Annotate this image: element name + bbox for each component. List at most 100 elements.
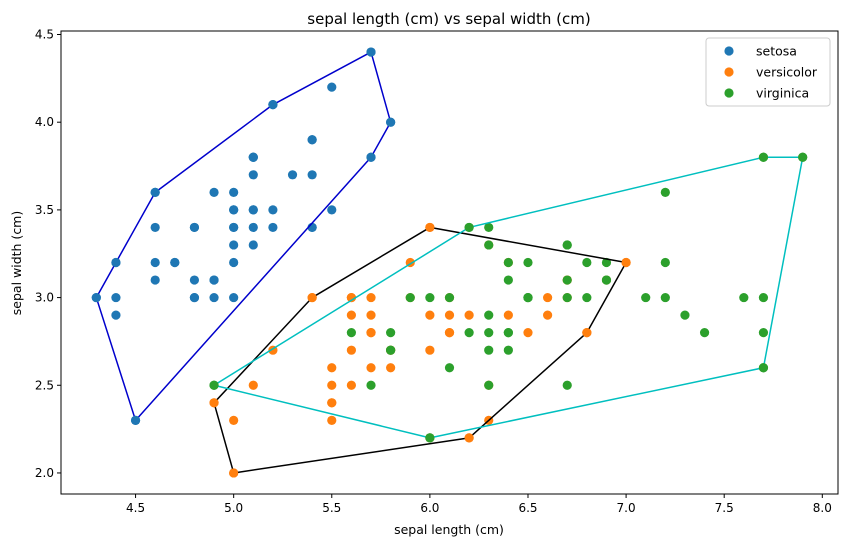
hull-vertex-virginica — [798, 152, 808, 162]
data-point-virginica — [444, 363, 455, 373]
data-point-virginica — [582, 292, 592, 303]
hull-vertex-versicolor — [464, 433, 474, 443]
hull-vertex-setosa — [91, 292, 101, 303]
data-point-setosa — [229, 240, 239, 250]
data-point-versicolor — [346, 292, 356, 303]
hull-vertex-virginica — [209, 380, 219, 390]
data-point-virginica — [699, 328, 710, 338]
y-axis-label: sepal width (cm) — [9, 211, 24, 315]
data-point-versicolor — [248, 380, 258, 390]
data-point-virginica — [758, 328, 769, 338]
data-point-virginica — [405, 292, 415, 303]
data-point-versicolor — [425, 310, 435, 320]
data-point-virginica — [503, 257, 513, 268]
data-point-setosa — [229, 187, 239, 197]
hull-vertex-versicolor — [229, 468, 239, 478]
data-point-virginica — [366, 380, 376, 390]
x-tick-label: 6.0 — [420, 501, 439, 515]
x-tick-label: 7.5 — [715, 501, 734, 515]
data-point-virginica — [641, 292, 651, 303]
data-point-virginica — [484, 240, 494, 250]
x-tick-label: 5.5 — [322, 501, 341, 515]
data-point-setosa — [229, 292, 239, 303]
data-point-virginica — [484, 380, 494, 390]
data-point-virginica — [503, 328, 513, 338]
legend-label-versicolor: versicolor — [756, 65, 818, 80]
data-point-versicolor — [366, 310, 376, 320]
plot-area: 4.5 5.0 5.5 6.0 6.5 7.0 7.5 8.0 2.0 2.5 3.0 3.5 4.0 4… — [35, 28, 839, 515]
data-point-versicolor — [543, 310, 553, 320]
hull-vertex-setosa — [268, 100, 278, 110]
data-point-setosa — [248, 152, 258, 162]
data-point-virginica — [680, 310, 690, 320]
data-point-setosa — [307, 170, 317, 180]
hull-vertex-setosa — [111, 257, 121, 268]
data-point-versicolor — [327, 398, 337, 408]
data-point-setosa — [209, 275, 219, 285]
data-point-setosa — [189, 292, 200, 303]
data-point-setosa — [248, 205, 258, 215]
legend: setosa versicolor virginica — [705, 37, 831, 107]
data-point-virginica — [739, 292, 749, 303]
data-point-versicolor — [346, 380, 356, 390]
hull-vertex-virginica — [758, 152, 769, 162]
data-point-virginica — [562, 240, 572, 250]
legend-marker-virginica — [724, 88, 734, 98]
data-point-setosa — [307, 135, 317, 145]
x-tick-label: 6.5 — [518, 501, 537, 515]
data-point-setosa — [229, 257, 239, 268]
y-tick-label: 4.5 — [35, 28, 54, 42]
data-point-versicolor — [327, 415, 337, 425]
y-tick-label: 2.5 — [35, 378, 54, 392]
data-point-setosa — [248, 170, 258, 180]
y-tick-label: 3.0 — [35, 291, 54, 305]
data-point-setosa — [268, 222, 278, 233]
data-point-versicolor — [503, 310, 513, 320]
data-point-virginica — [523, 292, 533, 303]
data-point-versicolor — [346, 310, 356, 320]
legend-label-setosa: setosa — [756, 44, 797, 59]
chart-title: sepal length (cm) vs sepal width (cm) — [307, 10, 590, 28]
data-point-setosa — [209, 292, 219, 303]
hull-vertex-setosa — [386, 117, 396, 127]
data-point-setosa — [229, 205, 239, 215]
data-point-versicolor — [346, 345, 356, 355]
data-point-versicolor — [366, 328, 376, 338]
data-point-setosa — [150, 222, 160, 233]
data-point-virginica — [523, 257, 533, 268]
data-point-versicolor — [543, 292, 553, 303]
hull-vertex-setosa — [366, 152, 376, 162]
data-point-versicolor — [229, 415, 239, 425]
legend-marker-versicolor — [724, 67, 734, 77]
data-point-virginica — [444, 292, 455, 303]
data-point-virginica — [484, 310, 494, 320]
data-point-virginica — [758, 292, 769, 303]
data-point-virginica — [484, 328, 494, 338]
hull-vertex-setosa — [366, 47, 376, 57]
data-point-versicolor — [444, 328, 455, 338]
data-point-setosa — [287, 170, 298, 180]
data-point-virginica — [601, 275, 612, 285]
data-point-virginica — [562, 292, 572, 303]
data-point-setosa — [111, 310, 121, 320]
y-tick-label: 3.5 — [35, 203, 54, 217]
x-tick-label: 7.0 — [617, 501, 636, 515]
hull-vertex-versicolor — [621, 257, 631, 268]
data-point-versicolor — [464, 310, 474, 320]
data-point-setosa — [150, 275, 160, 285]
data-point-virginica — [582, 257, 592, 268]
x-tick-label: 4.5 — [126, 501, 145, 515]
hull-vertex-virginica — [464, 222, 474, 233]
hull-vertex-versicolor — [582, 328, 592, 338]
data-point-setosa — [209, 187, 219, 197]
data-point-virginica — [346, 328, 356, 338]
data-point-virginica — [503, 275, 513, 285]
data-point-versicolor — [523, 328, 533, 338]
hull-vertex-versicolor — [209, 398, 219, 408]
data-point-virginica — [660, 257, 670, 268]
data-point-setosa — [327, 82, 337, 92]
data-point-virginica — [386, 328, 396, 338]
data-point-setosa — [150, 257, 160, 268]
data-point-virginica — [562, 275, 572, 285]
y-tick-label: 2.0 — [35, 466, 54, 480]
